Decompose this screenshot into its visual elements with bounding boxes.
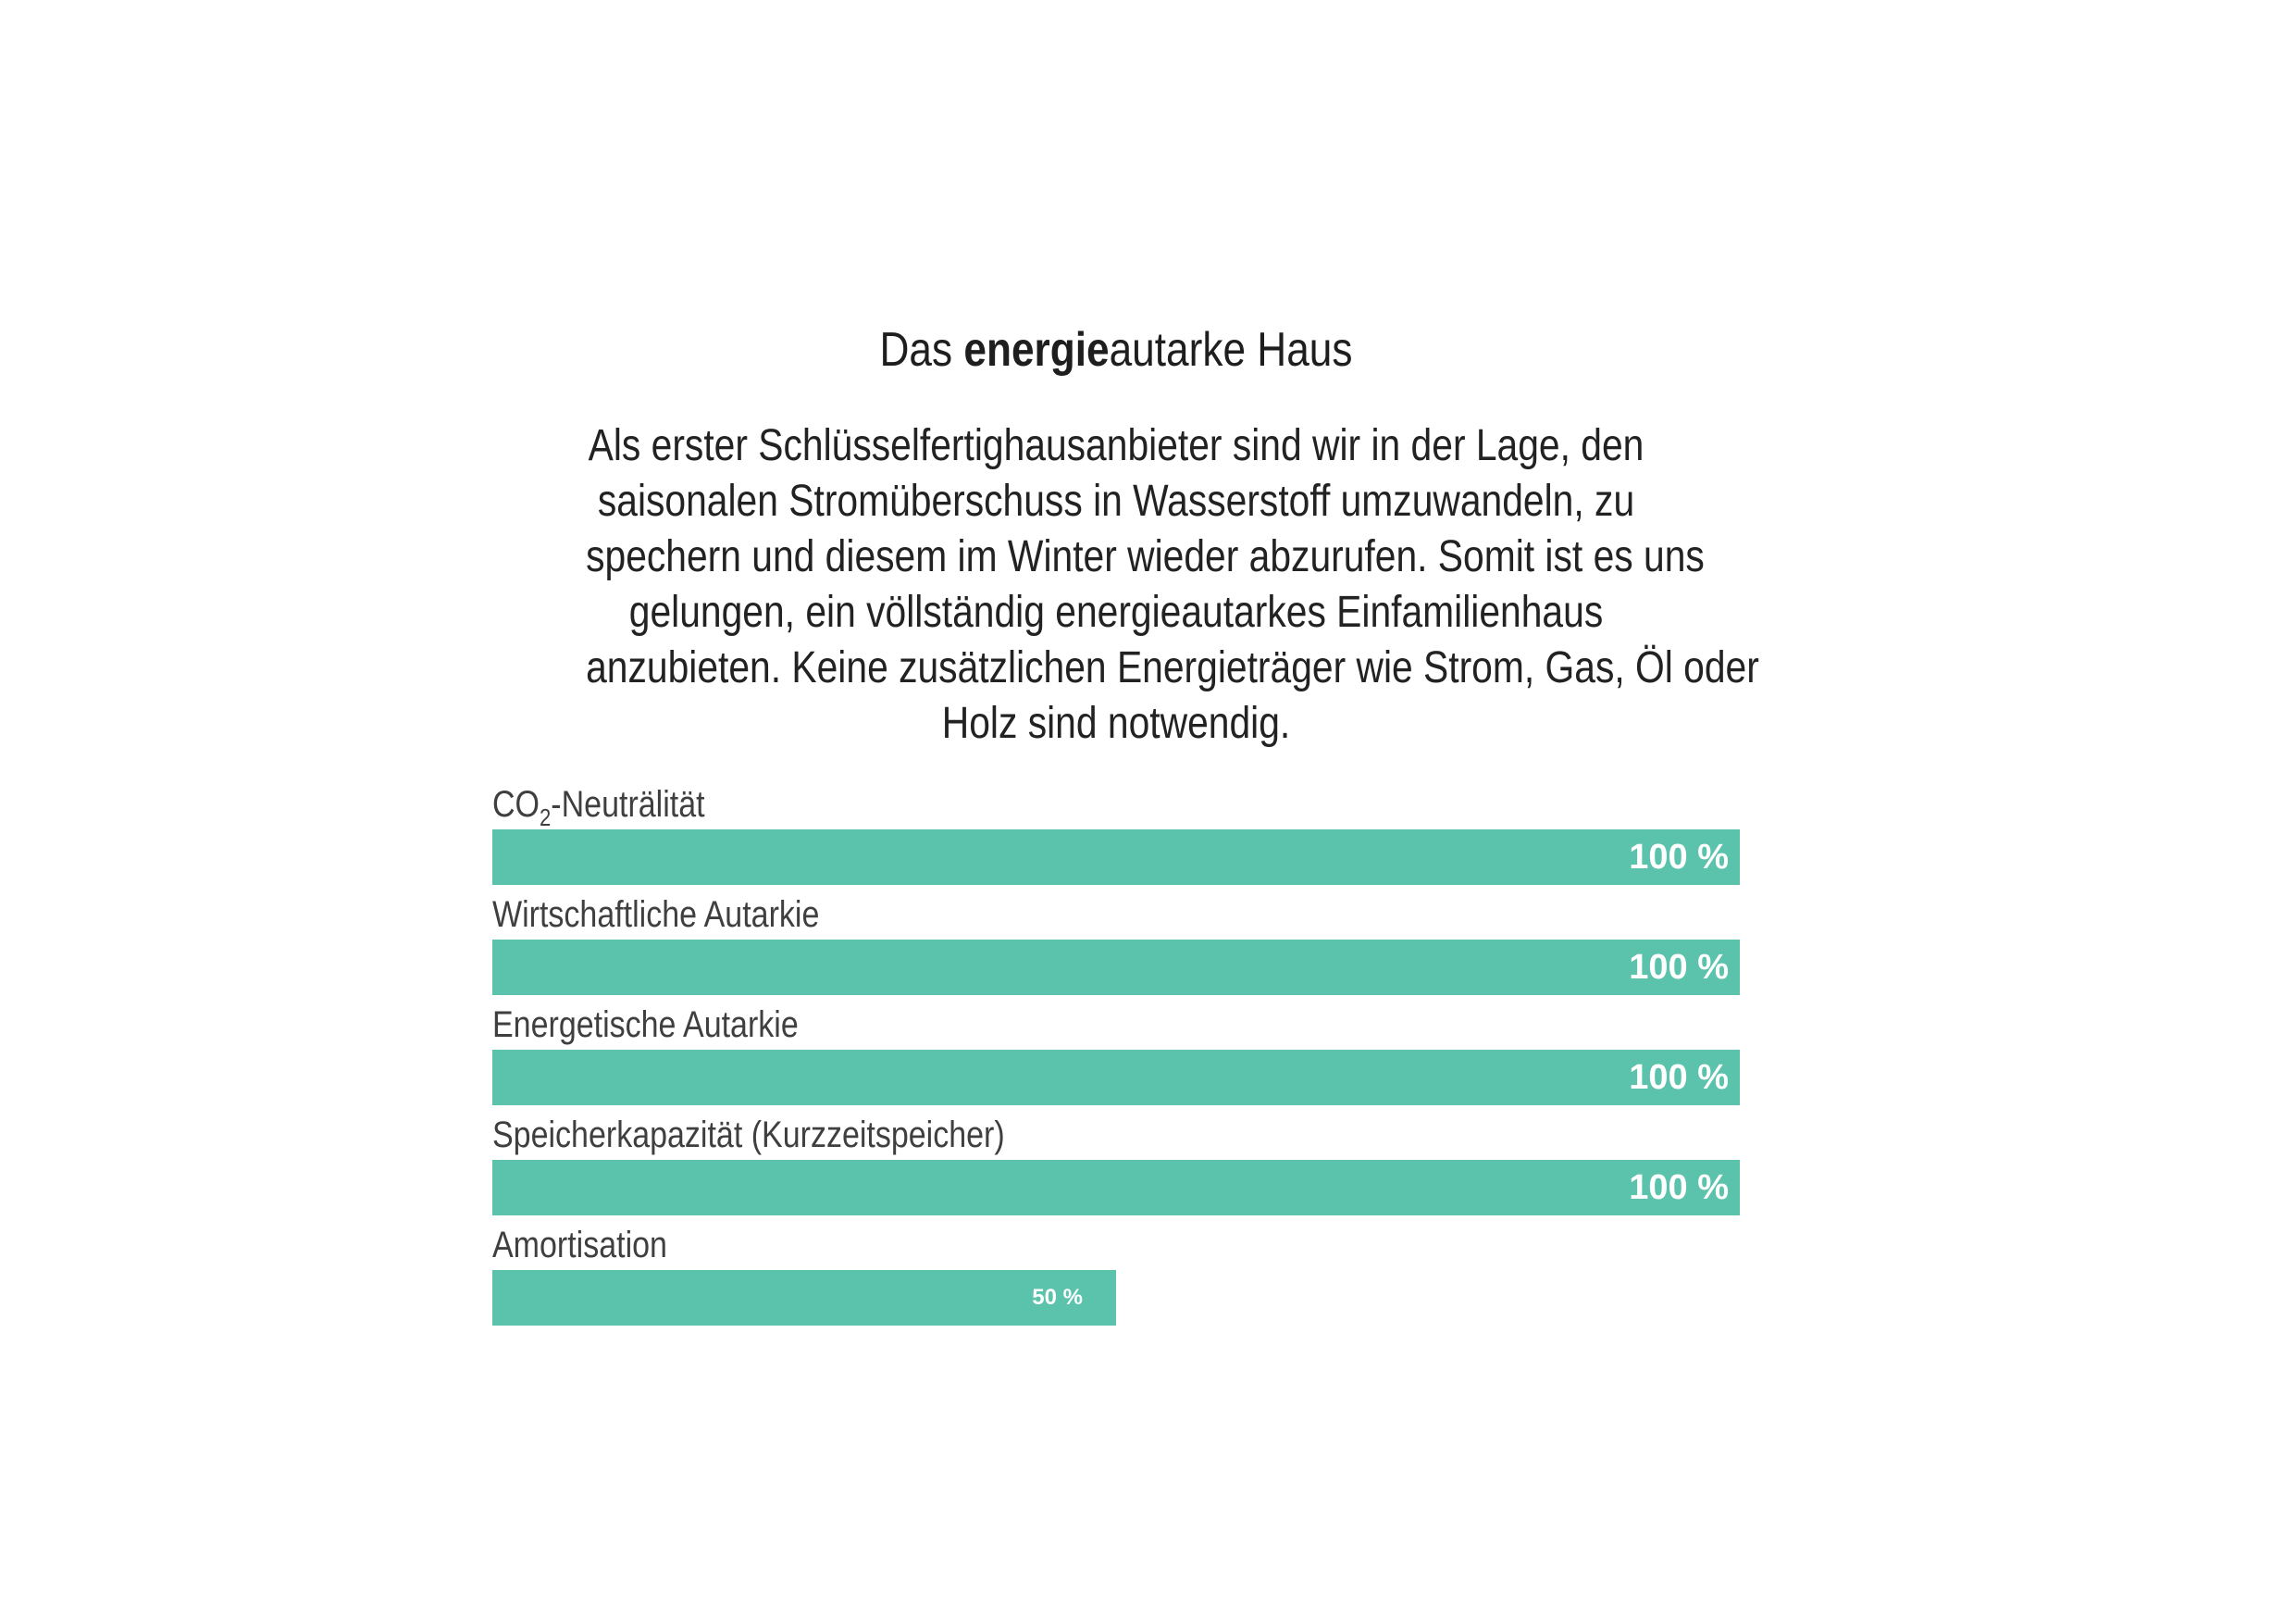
title-text-prefix: Das xyxy=(879,323,964,377)
title-text-suffix: autarke Haus xyxy=(1109,323,1353,377)
chart-row: CO2-Neuträlität 100 % xyxy=(492,783,1740,885)
bar: 100 % xyxy=(492,1160,1740,1215)
description-line: spechern und diesem im Winter wieder abz… xyxy=(586,532,1705,581)
chart-row: Amortisation 50 % xyxy=(492,1224,1740,1326)
chart-row: Energetische Autarkie 100 % xyxy=(492,1003,1740,1105)
description-paragraph: Als erster Schlüsselfertighausanbieter s… xyxy=(586,418,1759,752)
bar-label-text: -Neuträlität xyxy=(551,784,705,825)
bar: 100 % xyxy=(492,940,1740,995)
description-line: Als erster Schlüsselfertighausanbieter s… xyxy=(588,421,1644,470)
chart-row: Speicherkapazität (Kurzzeitspeicher) 100… xyxy=(492,1114,1740,1215)
bar-label-text: CO xyxy=(492,784,540,825)
bar-value-label: 100 % xyxy=(1629,947,1729,987)
description-line: gelungen, ein völlständig energieautarke… xyxy=(628,588,1604,637)
description-line: Holz sind notwendig. xyxy=(941,699,1291,748)
bar-label: Speicherkapazität (Kurzzeitspeicher) xyxy=(492,1115,1005,1155)
bar-label: Wirtschaftliche Autarkie xyxy=(492,894,820,935)
bar-label-subscript: 2 xyxy=(540,803,552,831)
bar: 100 % xyxy=(492,1050,1740,1105)
bar-label: CO2-Neuträlität xyxy=(492,783,1553,829)
bar: 50 % xyxy=(492,1270,1116,1326)
page-title: Das energieautarke Haus xyxy=(586,326,1646,374)
bar-value-label: 100 % xyxy=(1629,1057,1729,1097)
description-line: saisonalen Stromüberschuss in Wasserstof… xyxy=(597,477,1635,526)
chart-row: Wirtschaftliche Autarkie 100 % xyxy=(492,893,1740,995)
bar-chart: CO2-Neuträlität 100 % Wirtschaftliche Au… xyxy=(492,783,1740,1334)
description-line: anzubieten. Keine zusätzlichen Energietr… xyxy=(586,643,1759,692)
bar-value-label: 100 % xyxy=(1629,837,1729,877)
bar-value-label: 100 % xyxy=(1629,1167,1729,1207)
title-highlight: energie xyxy=(963,323,1110,377)
bar-label: Energetische Autarkie xyxy=(492,1004,799,1045)
bar-value-label: 50 % xyxy=(1032,1285,1083,1310)
bar: 100 % xyxy=(492,829,1740,885)
bar-label: Amortisation xyxy=(492,1225,667,1265)
